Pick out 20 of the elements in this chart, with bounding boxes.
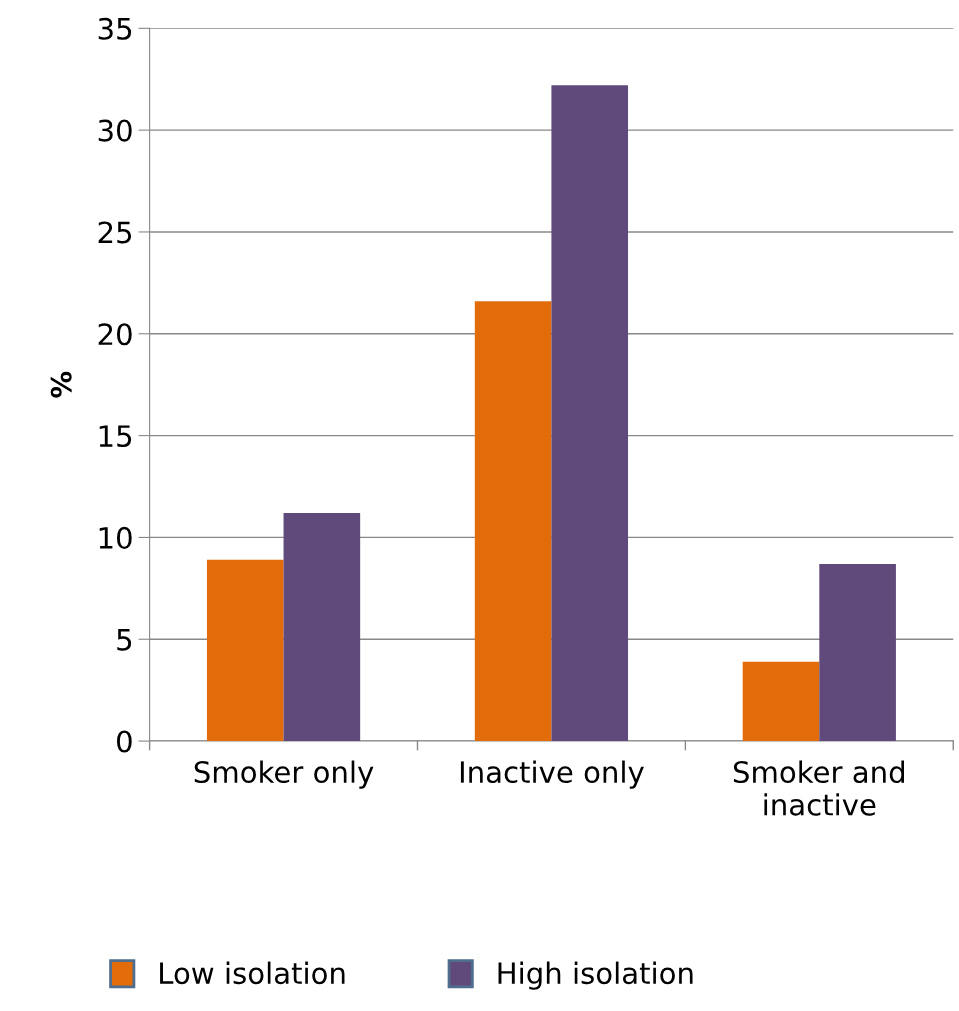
y-tick-label: 0 <box>117 730 132 753</box>
x-tick-label: Inactive only <box>460 760 644 789</box>
y-tick-label: 30 <box>98 119 132 142</box>
bar <box>551 85 629 742</box>
bar <box>474 301 552 742</box>
legend-label: High isolation <box>498 961 693 990</box>
y-tick-label: 25 <box>98 221 132 244</box>
y-tick-label: 15 <box>99 425 132 448</box>
bar <box>819 563 896 742</box>
y-tick-label: 5 <box>117 629 132 651</box>
bar <box>742 661 820 742</box>
x-tick-label: Smoker only <box>194 760 374 789</box>
x-tick-label: Smoker and inactive <box>733 760 904 816</box>
y-axis-title: % <box>50 371 72 398</box>
y-tick-label: 35 <box>98 17 132 40</box>
y-tick-label: 10 <box>99 526 132 549</box>
legend-label: Low isolation <box>160 961 345 985</box>
bar <box>283 512 361 742</box>
bar <box>206 559 284 742</box>
y-tick-label: 20 <box>98 323 132 346</box>
